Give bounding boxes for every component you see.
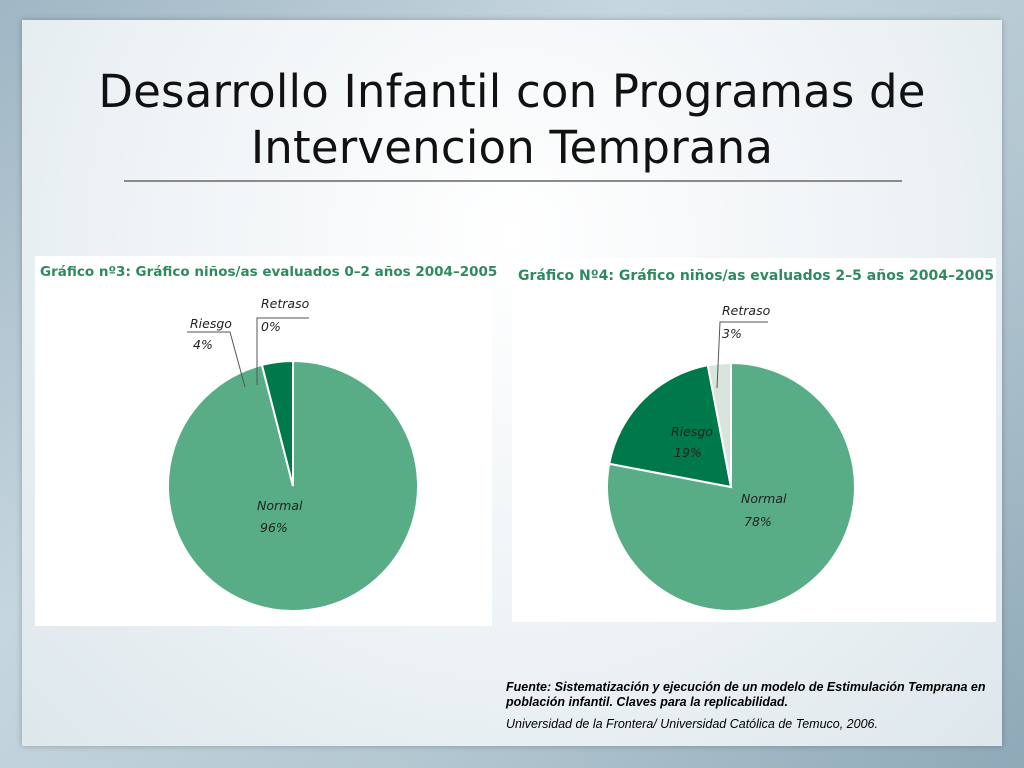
slice-value-riesgo: 4% xyxy=(193,337,213,352)
source-citation: Fuente: Sistematización y ejecución de u… xyxy=(506,680,1006,731)
slice-value-retraso: 3% xyxy=(722,326,742,341)
slice-value-normal: 96% xyxy=(260,520,288,535)
slice-label-riesgo: Riesgo xyxy=(190,316,232,331)
slice-label-normal: Normal xyxy=(741,491,787,506)
leader-line-riesgo xyxy=(187,331,246,388)
chart-title: Gráfico Nº4: Gráfico niños/as evaluados … xyxy=(518,268,994,284)
slice-value-retraso: 0% xyxy=(261,319,281,334)
slide-title: Desarrollo Infantil con Programas de Int… xyxy=(0,64,1024,176)
pie-chart-svg: Normal 96% Riesgo 4% Retraso 0% xyxy=(167,296,419,612)
source-institution: Universidad de la Frontera/ Universidad … xyxy=(506,717,878,731)
slide-title-line-1: Desarrollo Infantil con Programas de xyxy=(98,65,926,118)
pie-slice-retraso xyxy=(706,361,732,488)
slice-value-normal: 78% xyxy=(744,514,772,529)
slice-value-riesgo: 19% xyxy=(674,445,702,460)
pie-slice-riesgo xyxy=(608,364,733,489)
title-divider xyxy=(124,180,902,182)
slide-title-line-2: Intervencion Temprana xyxy=(250,121,774,174)
leader-line-retraso xyxy=(716,321,768,389)
slice-label-retraso: Retraso xyxy=(261,296,310,311)
leader-line-retraso xyxy=(256,317,309,385)
pie-chart-0-2-years: Gráfico nº3: Gráfico niños/as evaluados … xyxy=(35,256,497,626)
pie-chart-svg: Normal 78% Riesgo 19% Retraso 3% xyxy=(606,303,856,612)
slice-label-normal: Normal xyxy=(257,498,303,513)
chart-title: Gráfico nº3: Gráfico niños/as evaluados … xyxy=(40,264,498,280)
source-reference: Fuente: Sistematización y ejecución de u… xyxy=(506,680,986,709)
pie-chart-2-5-years: Gráfico Nº4: Gráfico niños/as evaluados … xyxy=(512,258,996,622)
slice-label-riesgo: Riesgo xyxy=(671,424,713,439)
slice-label-retraso: Retraso xyxy=(722,303,771,318)
